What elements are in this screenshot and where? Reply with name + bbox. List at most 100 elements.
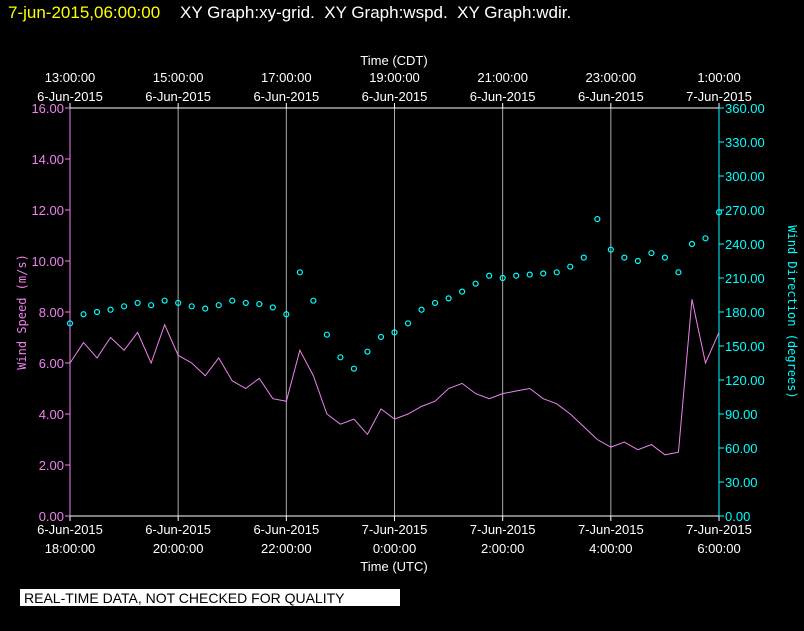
y2-tick-label: 330.00 [725, 135, 765, 150]
direction-point [688, 240, 696, 248]
direction-point [553, 269, 560, 276]
direction-point [431, 299, 439, 307]
timestamp: 7-jun-2015,06:00:00 [8, 3, 160, 22]
direction-point [120, 303, 128, 310]
y-tick-label: 2.00 [39, 458, 64, 473]
direction-point [486, 272, 493, 279]
direction-point [404, 320, 412, 327]
x-axis-label: Time (UTC) [360, 559, 427, 574]
x-tick-label: 20:00:00 [153, 541, 204, 556]
notice-box [20, 589, 400, 606]
direction-point [675, 269, 682, 276]
x2-tick-label: 6-Jun-2015 [253, 89, 319, 104]
y-tick-label: 8.00 [39, 305, 64, 320]
x2-tick-label: 17:00:00 [261, 70, 312, 85]
direction-point [93, 308, 101, 316]
speed-line [69, 299, 720, 456]
y2-tick-label: 270.00 [725, 203, 765, 218]
x2-tick-label: 6-Jun-2015 [578, 89, 644, 104]
x-tick-label: 6-Jun-2015 [37, 522, 103, 537]
direction-point [702, 235, 709, 242]
x-tick-label: 7-Jun-2015 [470, 522, 536, 537]
direction-point [648, 249, 655, 257]
direction-point [472, 280, 479, 287]
x-tick-label: 18:00:00 [45, 541, 96, 556]
x2-tick-label: 23:00:00 [586, 70, 637, 85]
direction-point [513, 272, 520, 279]
direction-point [459, 288, 466, 295]
y2-tick-label: 240.00 [725, 237, 765, 252]
direction-point [66, 320, 74, 327]
direction-point [661, 254, 669, 261]
direction-point [350, 365, 358, 372]
y-tick-label: 10.00 [31, 254, 64, 269]
y2-tick-label: 360.00 [725, 101, 765, 116]
direction-point [567, 263, 574, 270]
direction-point [377, 333, 385, 341]
direction-point [418, 306, 425, 313]
x2-tick-label: 6-Jun-2015 [470, 89, 536, 104]
direction-point [269, 304, 276, 311]
y-axis-label: Wind Speed (m/s) [15, 254, 29, 370]
direction-point [229, 297, 236, 304]
notice: REAL-TIME DATA, NOT CHECKED FOR QUALITY [24, 590, 345, 606]
direction-point [499, 274, 506, 282]
direction-point [337, 354, 344, 361]
graph-list: XY Graph:xy-grid. XY Graph:wspd. XY Grap… [180, 3, 571, 22]
x2-tick-label: 6-Jun-2015 [37, 89, 103, 104]
y2-tick-label: 30.00 [725, 475, 758, 490]
x2-tick-label: 6-Jun-2015 [362, 89, 428, 104]
y2-axis-label: Wind Direction (degrees) [785, 225, 799, 398]
direction-point [215, 302, 222, 309]
y-tick-label: 4.00 [39, 407, 64, 422]
x2-axis-label: Time (CDT) [360, 53, 427, 68]
y2-tick-label: 0.00 [725, 509, 750, 524]
y2-tick-label: 120.00 [725, 373, 765, 388]
direction-point [107, 306, 114, 313]
x-tick-label: 6-Jun-2015 [145, 522, 211, 537]
direction-point [175, 299, 182, 307]
direction-point [634, 257, 641, 265]
direction-point [134, 299, 141, 307]
y-tick-label: 12.00 [31, 203, 64, 218]
x2-tick-label: 1:00:00 [697, 70, 740, 85]
y-tick-label: 14.00 [31, 152, 64, 167]
y-tick-label: 6.00 [39, 356, 64, 371]
direction-point [621, 254, 628, 261]
direction-point [607, 246, 614, 253]
direction-point [283, 311, 290, 318]
direction-point [148, 302, 155, 309]
direction-point [256, 300, 263, 308]
direction-point [161, 297, 168, 304]
x-tick-label: 22:00:00 [261, 541, 312, 556]
direction-point [526, 271, 533, 278]
x-tick-label: 6:00:00 [697, 541, 740, 556]
direction-point [296, 269, 303, 276]
y2-tick-label: 180.00 [725, 305, 765, 320]
x-tick-label: 6-Jun-2015 [253, 522, 319, 537]
y2-tick-label: 90.00 [725, 407, 758, 422]
direction-point [310, 297, 317, 304]
direction-point [188, 303, 195, 310]
y2-tick-label: 210.00 [725, 271, 765, 286]
x-tick-label: 7-Jun-2015 [578, 522, 644, 537]
direction-point [715, 209, 723, 216]
x-tick-label: 7-Jun-2015 [362, 522, 428, 537]
y2-tick-label: 300.00 [725, 169, 765, 184]
x2-tick-label: 6-Jun-2015 [145, 89, 211, 104]
direction-point [242, 299, 249, 307]
x-tick-label: 4:00:00 [589, 541, 632, 556]
x2-tick-label: 15:00:00 [153, 70, 204, 85]
y2-tick-label: 150.00 [725, 339, 765, 354]
x-tick-label: 2:00:00 [481, 541, 524, 556]
direction-point [391, 329, 398, 336]
direction-point [445, 295, 452, 302]
y-tick-label: 0.00 [39, 509, 64, 524]
x-tick-label: 0:00:00 [373, 541, 416, 556]
direction-point [202, 305, 209, 312]
direction-point [323, 331, 330, 338]
x2-tick-label: 19:00:00 [369, 70, 420, 85]
direction-point [580, 254, 587, 261]
